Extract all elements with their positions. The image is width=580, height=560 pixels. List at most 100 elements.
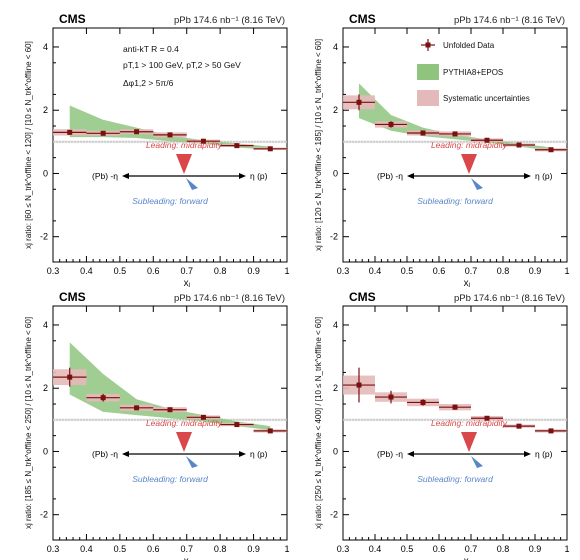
x-axis-title: xⱼ (184, 278, 191, 289)
leading-jet-label: Leading: midrapidity (431, 140, 508, 150)
arrow-left-head (122, 451, 129, 457)
leading-jet-cone (176, 154, 192, 174)
data-point (548, 147, 554, 153)
data-point (100, 130, 106, 136)
arrow-right-head (524, 173, 531, 179)
annotation-line-1: anti-kT R = 0.4 (123, 44, 179, 54)
eta-right-label: η (p) (535, 449, 553, 459)
x-tick-label: 0.6 (433, 266, 446, 276)
chart-panel-1: CMS pPb 174.6 nb⁻¹ (8.16 TeV) 0.3 0.4 0.5 0.6… (24, 12, 290, 289)
subleading-jet-cone (471, 178, 483, 190)
y-tick-label: 2 (333, 105, 338, 115)
x-tick-label: 0.9 (529, 544, 542, 554)
chart-panel-4: CMS pPb 174.6 nb⁻¹ (8.16 TeV) 0.3 0.4 0.5 0.6… (314, 290, 570, 560)
x-tick-label: 0.7 (465, 266, 478, 276)
y-tick-label: 0 (333, 168, 338, 178)
y-tick-label: -2 (40, 510, 48, 520)
x-tick-label: 1 (284, 266, 289, 276)
leading-jet-label: Leading: midrapidity (146, 140, 223, 150)
x-tick-label: 1 (284, 544, 289, 554)
subleading-jet-label: Subleading: forward (417, 196, 493, 206)
chart-panel-3: CMS pPb 174.6 nb⁻¹ (8.16 TeV) 0.3 0.4 0.5 0.6… (24, 290, 290, 560)
x-tick-label: 0.5 (114, 544, 127, 554)
x-tick-label: 0.7 (180, 266, 193, 276)
y-tick-label: 2 (43, 383, 48, 393)
lumi-header: pPb 174.6 nb⁻¹ (8.16 TeV) (174, 293, 285, 304)
cms-label: CMS (59, 290, 86, 304)
eta-right-label: η (p) (250, 171, 268, 181)
x-tick-label: 0.3 (337, 544, 350, 554)
legend-data-marker (425, 42, 431, 48)
x-tick-label: 0.8 (214, 266, 227, 276)
arrow-left-head (407, 173, 414, 179)
subleading-jet-cone (186, 456, 198, 468)
unity-band (53, 418, 287, 422)
data-point (134, 129, 140, 135)
cms-label: CMS (59, 12, 86, 26)
leading-jet-cone (461, 154, 477, 174)
arrow-left-head (407, 451, 414, 457)
data-point (516, 423, 522, 429)
y-tick-label: -2 (330, 510, 338, 520)
y-axis-title: xj ratio: [60 ≤ N_trk^offline < 120] / [… (24, 41, 33, 249)
annotation-line-3: Δφ1,2 > 5π/6 (123, 78, 174, 88)
x-tick-label: 0.3 (337, 266, 350, 276)
lumi-header: pPb 174.6 nb⁻¹ (8.16 TeV) (454, 15, 565, 26)
data-point (134, 405, 140, 411)
data-point (267, 146, 273, 152)
x-tick-label: 0.8 (497, 266, 510, 276)
x-tick-label: 0.8 (497, 544, 510, 554)
legend-syst-label: Systematic uncertainties (443, 94, 530, 103)
data-point (356, 99, 362, 105)
data-point (484, 415, 490, 421)
x-tick-label: 0.3 (47, 266, 60, 276)
data-point (516, 142, 522, 148)
x-tick-label: 0.7 (180, 544, 193, 554)
annotation-line-2: pT,1 > 100 GeV, pT,2 > 50 GeV (123, 60, 241, 70)
arrow-right-head (239, 451, 246, 457)
x-tick-label: 1 (564, 544, 569, 554)
data-point (200, 414, 206, 420)
y-axis-title: xj ratio: [250 ≤ N_trk^offline < 400] / … (314, 317, 323, 529)
unity-band (53, 140, 287, 144)
data-point (420, 399, 426, 405)
y-tick-label: 2 (333, 383, 338, 393)
y-tick-label: 4 (333, 320, 338, 330)
eta-left-label: (Pb) -η (92, 171, 118, 181)
subleading-jet-label: Subleading: forward (132, 196, 208, 206)
x-tick-label: 0.6 (433, 544, 446, 554)
y-tick-label: -2 (40, 232, 48, 242)
data-point (67, 129, 73, 135)
y-tick-label: -2 (330, 232, 338, 242)
y-axis-title: xj ratio: [185 ≤ N_trk^offline < 250] / … (24, 317, 33, 529)
x-tick-label: 0.9 (247, 544, 260, 554)
x-tick-label: 0.4 (80, 544, 93, 554)
data-point (200, 138, 206, 144)
unity-band (343, 418, 567, 422)
data-point (167, 407, 173, 413)
x-tick-label: 0.4 (369, 544, 382, 554)
arrow-right-head (239, 173, 246, 179)
arrow-right-head (524, 451, 531, 457)
x-axis-title: xⱼ (464, 278, 471, 289)
y-tick-label: 4 (333, 42, 338, 52)
cms-label: CMS (349, 290, 376, 304)
x-tick-label: 0.5 (401, 544, 414, 554)
x-tick-label: 0.3 (47, 544, 60, 554)
model-band (69, 342, 271, 430)
data-point (234, 422, 240, 428)
x-tick-label: 0.6 (147, 544, 160, 554)
y-tick-label: 2 (43, 105, 48, 115)
eta-left-label: (Pb) -η (92, 449, 118, 459)
eta-left-label: (Pb) -η (377, 171, 403, 181)
y-axis-title: xj ratio: [120 ≤ N_trk^offline < 185] / … (314, 39, 323, 251)
chart-panel-2: CMS pPb 174.6 nb⁻¹ (8.16 TeV) 0.3 0.4 0.5 0.6… (314, 12, 570, 289)
y-tick-label: 4 (43, 42, 48, 52)
legend-data-label: Unfolded Data (443, 41, 495, 50)
data-point (388, 394, 394, 400)
model-band (359, 83, 551, 151)
leading-jet-cone (176, 432, 192, 452)
subleading-jet-label: Subleading: forward (417, 474, 493, 484)
plot-frame (52, 305, 288, 541)
